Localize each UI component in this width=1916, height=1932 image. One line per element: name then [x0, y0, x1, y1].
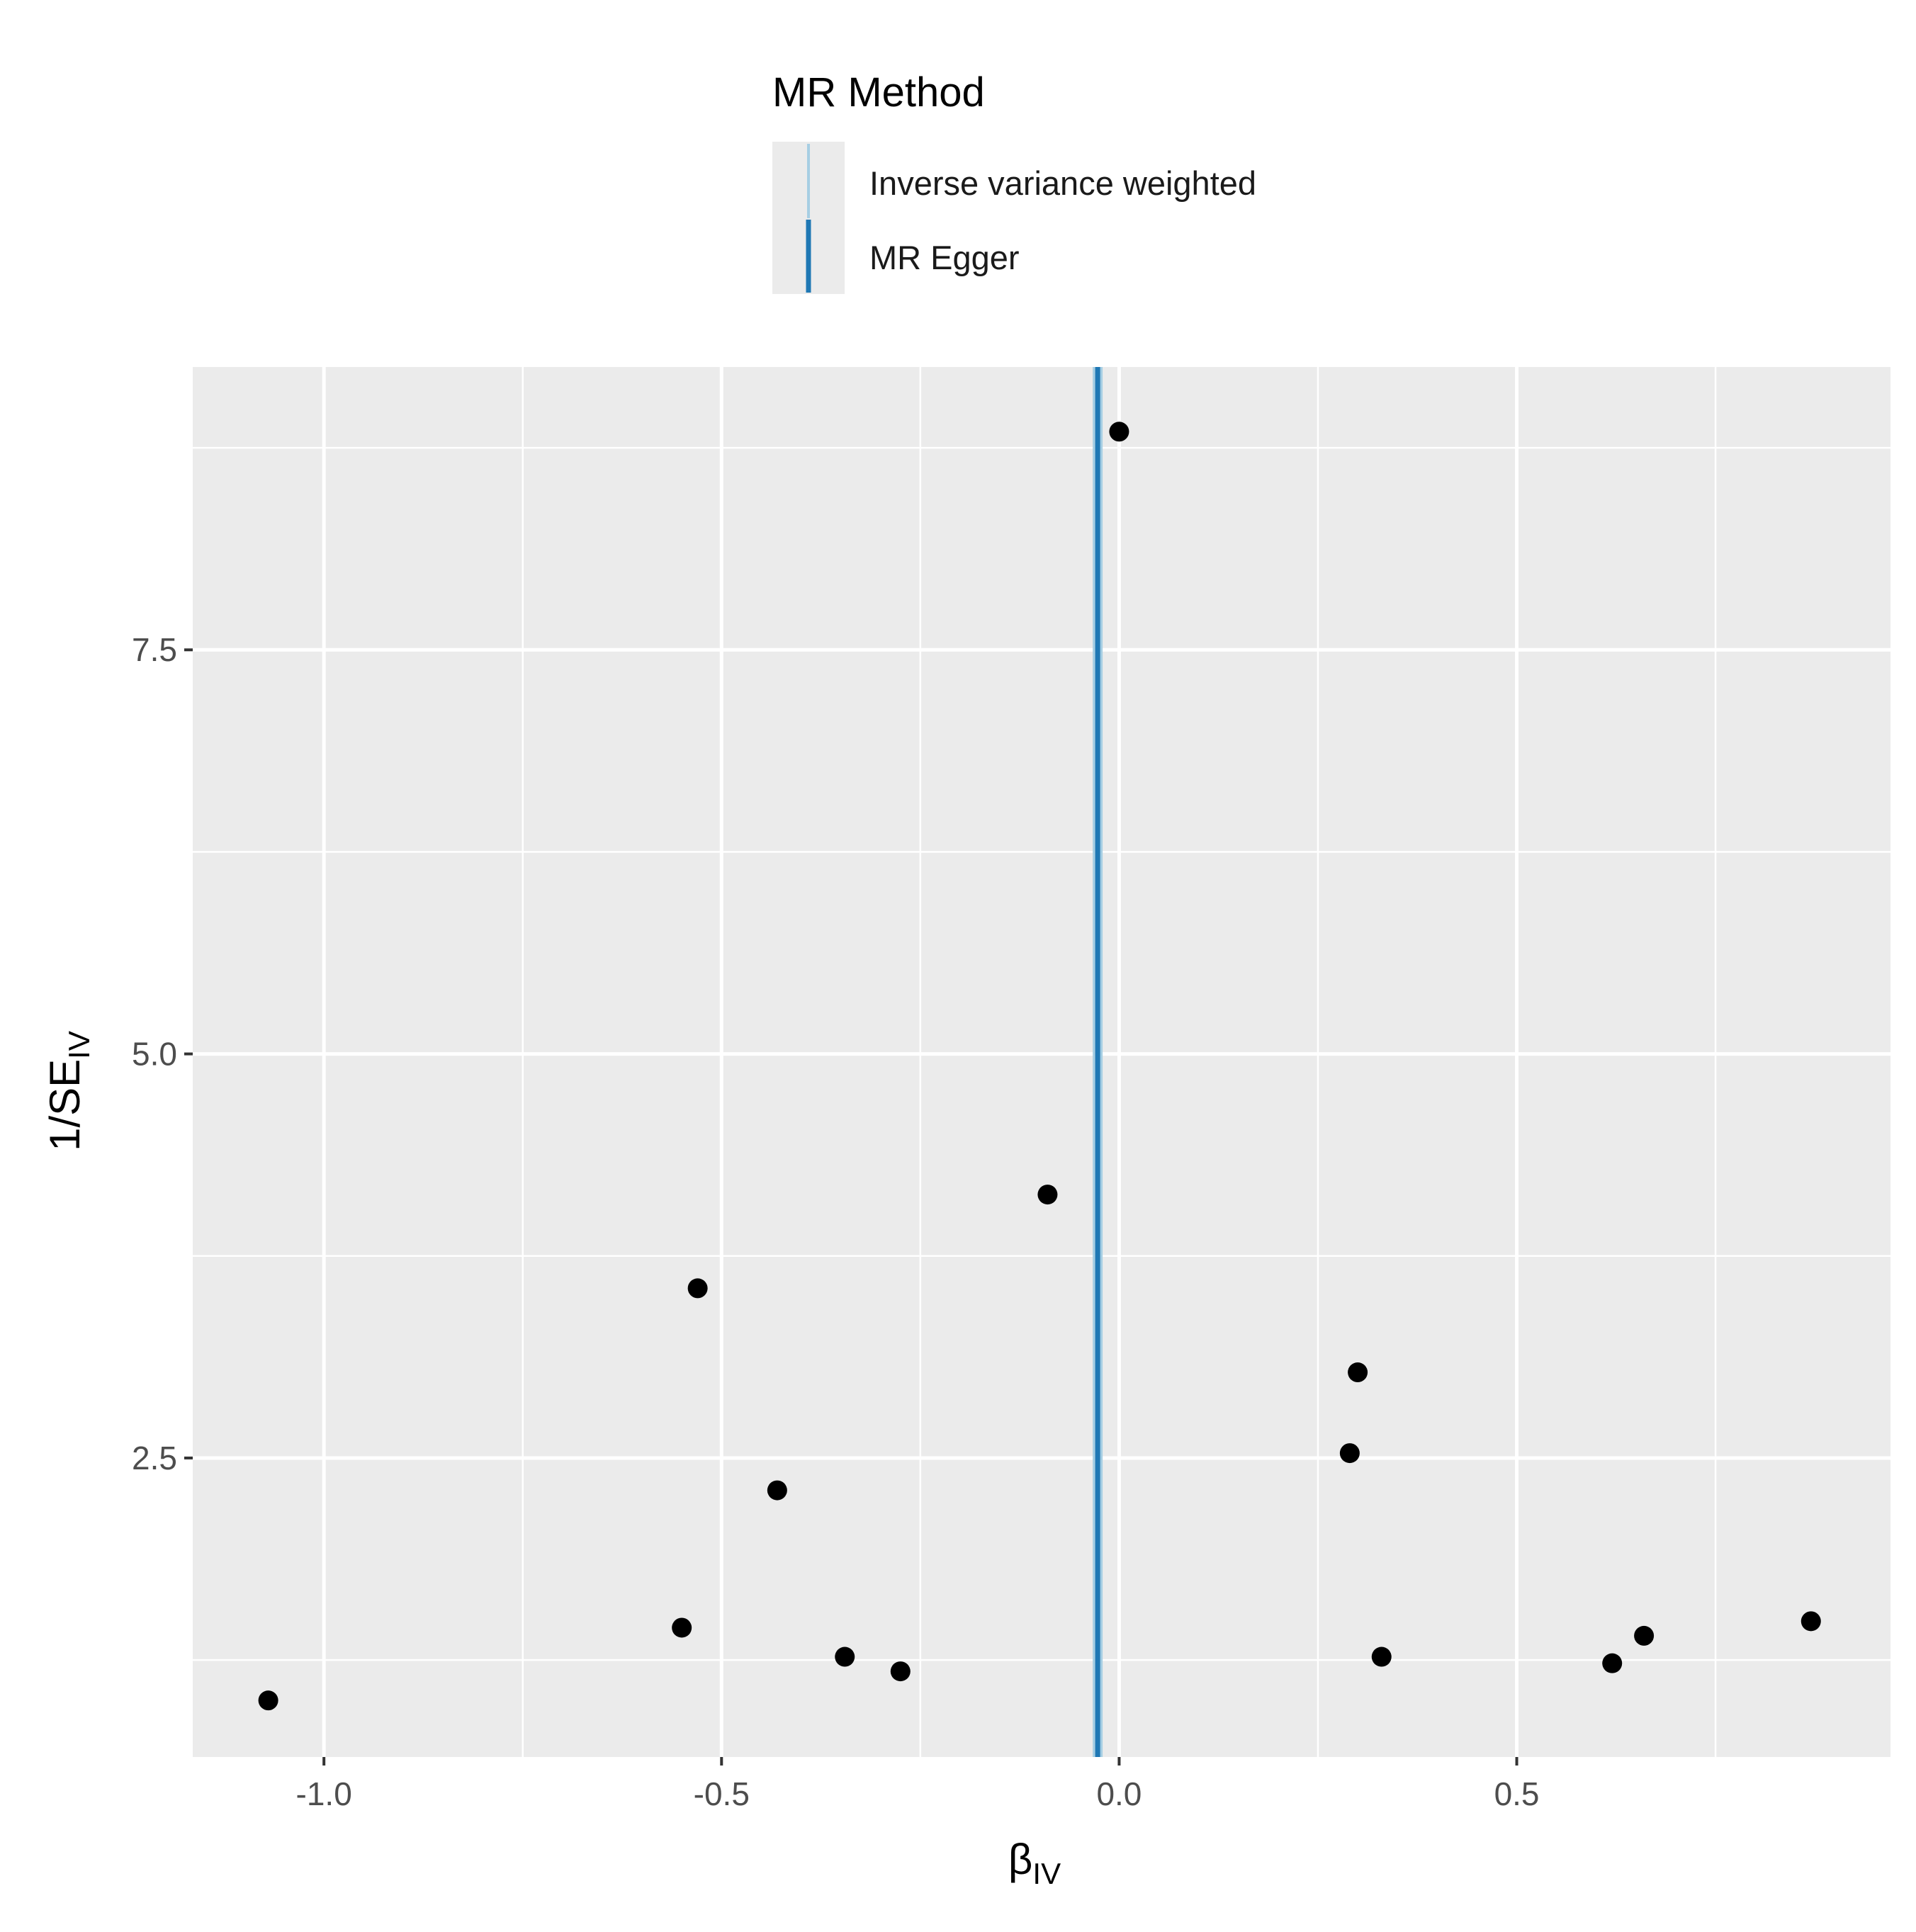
- x-axis-title: βIV: [1008, 1836, 1061, 1890]
- x-tick-label: -1.0: [296, 1775, 352, 1812]
- data-point: [672, 1617, 692, 1638]
- y-axis-title: 1/SEIV: [41, 1031, 96, 1151]
- plot-panel: [193, 367, 1890, 1757]
- legend-entry-mr-egger: MR Egger: [869, 239, 1020, 276]
- data-point: [1602, 1653, 1623, 1673]
- y-tick-label: 7.5: [132, 631, 177, 668]
- data-point: [1348, 1362, 1368, 1383]
- data-point: [1371, 1646, 1392, 1667]
- legend-entry-inverse-variance-weighted: Inverse variance weighted: [869, 164, 1256, 202]
- y-tick-label: 5.0: [132, 1036, 177, 1073]
- data-point: [1634, 1625, 1655, 1646]
- y-tick-label: 2.5: [132, 1440, 177, 1476]
- data-point: [835, 1646, 855, 1667]
- x-axis-title-subscript: IV: [1032, 1857, 1061, 1890]
- x-axis: -1.0 -0.5 0.0 0.5: [296, 1757, 1540, 1812]
- data-point: [1339, 1443, 1360, 1464]
- data-point: [258, 1690, 278, 1711]
- data-point: [767, 1480, 787, 1501]
- data-point: [1801, 1611, 1821, 1632]
- data-points: [258, 422, 1821, 1711]
- x-tick-label: 0.0: [1096, 1775, 1142, 1812]
- y-axis-title-subscript: IV: [62, 1031, 96, 1059]
- data-point: [1109, 422, 1129, 442]
- x-tick-label: -0.5: [694, 1775, 750, 1812]
- data-point: [890, 1661, 911, 1682]
- legend-title: MR Method: [772, 69, 985, 115]
- legend: MR Method Inverse variance weighted MR E…: [772, 69, 1256, 294]
- data-point: [687, 1278, 708, 1299]
- grid-major-lines: [193, 367, 1890, 1757]
- y-axis: 2.5 5.0 7.5: [132, 631, 193, 1476]
- x-axis-title-main: β: [1008, 1836, 1033, 1883]
- x-tick-label: 0.5: [1494, 1775, 1540, 1812]
- y-axis-title-main: 1/SE: [41, 1059, 89, 1151]
- data-point: [1037, 1185, 1058, 1205]
